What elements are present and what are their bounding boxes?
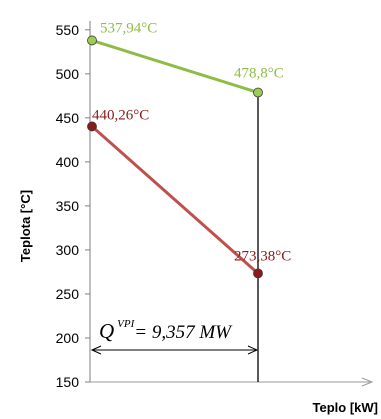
- x-axis-title: Teplo [kW]: [313, 400, 378, 415]
- axes: [89, 21, 374, 387]
- y-tick-label: 500: [56, 66, 80, 82]
- data-label: 537,94°C: [100, 20, 157, 36]
- y-tick-label: 450: [56, 110, 80, 126]
- axis-titles: Teplota [°C] Teplo [kW]: [18, 190, 378, 415]
- data-point: [253, 268, 263, 279]
- y-axis-title: Teplota [°C]: [18, 190, 33, 262]
- data-label: 440,26°C: [92, 107, 149, 123]
- data-label: 478,8°C: [234, 65, 284, 81]
- heat-superscript: VPI: [117, 318, 135, 330]
- x-axis-arrowhead: [361, 377, 374, 387]
- series-0-line: [91, 38, 259, 94]
- y-tick-label: 350: [56, 198, 80, 214]
- heat-label: Q VPI= 9,357 MW: [99, 318, 233, 343]
- data-point: [87, 35, 97, 46]
- heat-symbol: Q: [99, 319, 114, 343]
- heat-annotation: Q VPI= 9,357 MW: [90, 318, 259, 355]
- heat-arrow-right-head: [247, 345, 259, 355]
- data-point: [253, 87, 263, 98]
- data-label: 273,38°C: [234, 248, 291, 264]
- y-tick-label: 400: [56, 154, 80, 170]
- heat-arrow-left-head: [90, 345, 102, 355]
- series-group: 537,94°C 478,8°C 440,26°C 273,38°C: [87, 20, 291, 279]
- y-tick-label: 550: [56, 22, 80, 38]
- series-1-line: [91, 125, 259, 275]
- y-tick-label: 300: [56, 242, 80, 258]
- y-tick-label: 250: [56, 286, 80, 302]
- data-point: [87, 121, 97, 132]
- y-axis-ticks: 150 200 250 300 350 400 450 500 550: [56, 22, 90, 390]
- heat-value: = 9,357 MW: [134, 322, 233, 343]
- y-tick-label: 200: [56, 330, 80, 346]
- y-tick-label: 150: [56, 374, 80, 390]
